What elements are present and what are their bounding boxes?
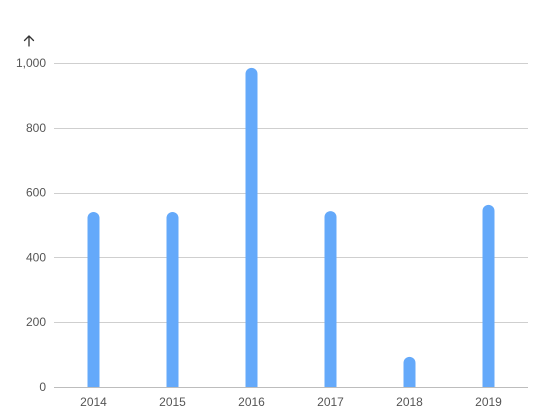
bar-2014 [87,212,100,387]
y-tick-label: 1,000 [16,56,46,70]
x-tick-label: 2019 [475,395,502,409]
y-tick-label: 600 [26,186,46,200]
arrow-up-icon [23,35,35,47]
y-tick-label: 200 [26,315,46,329]
bar-2016 [245,67,258,388]
y-tick-label: 400 [26,250,46,264]
bar-2019 [482,204,495,387]
bars [87,67,495,388]
gridlines [54,63,528,388]
x-tick-label: 2018 [396,395,423,409]
x-axis-ticks: 2014 2015 2016 2017 2018 2019 [80,395,502,409]
y-tick-label: 0 [39,380,46,394]
bar-2017 [324,211,337,387]
x-tick-label: 2014 [80,395,107,409]
bar-2015 [166,212,179,387]
y-tick-label: 800 [26,121,46,135]
bar-2018 [403,356,416,387]
y-axis-ticks: 0 200 400 600 800 1,000 [16,56,46,394]
x-tick-label: 2017 [317,395,344,409]
x-tick-label: 2016 [238,395,265,409]
x-tick-label: 2015 [159,395,186,409]
